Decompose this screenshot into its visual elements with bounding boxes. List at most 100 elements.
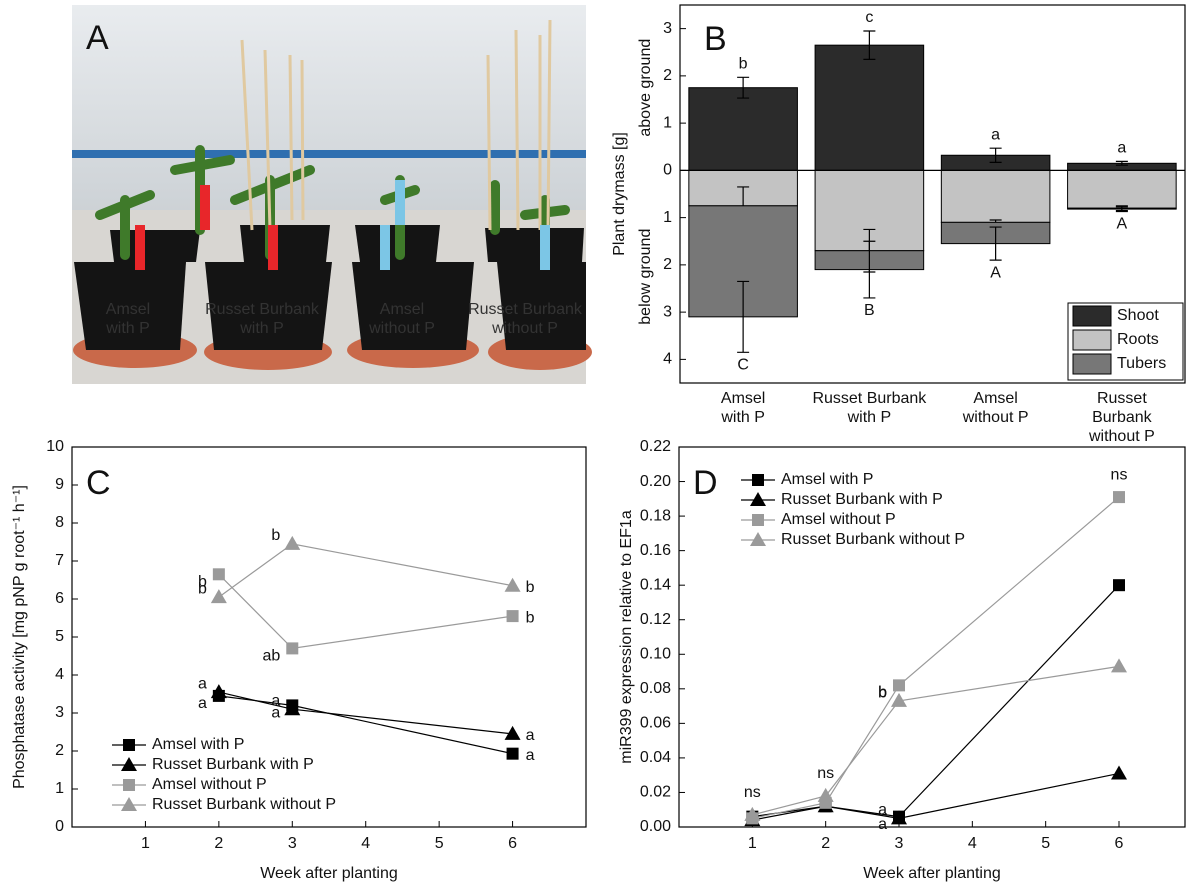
- data-point: [1113, 491, 1125, 504]
- photo-caption: Russet Burbank without P: [468, 301, 582, 337]
- x-tick-label: 4: [968, 835, 977, 852]
- y-axis-title: Phosphatase activity [mg pNP g root⁻¹ h⁻…: [11, 485, 28, 789]
- y-axis-title: miR399 expression relative to EF1a: [618, 510, 635, 764]
- bar-segment: [1067, 169, 1177, 209]
- significance-letter: c: [865, 9, 873, 26]
- data-point: [210, 684, 227, 699]
- data-point: [506, 610, 519, 623]
- error-bar: [737, 280, 750, 353]
- x-tick-label: 4: [361, 835, 370, 852]
- significance-letter: A: [990, 264, 1001, 281]
- significance-letter: a: [198, 675, 207, 692]
- y-tick-label: 10: [46, 438, 64, 455]
- series-line: [218, 543, 513, 598]
- legend-marker: [121, 757, 137, 771]
- x-tick-label: 1: [748, 835, 757, 852]
- legend-label: Russet Burbank with P: [152, 756, 314, 773]
- panel-label: B: [704, 20, 727, 58]
- legend-marker: [750, 492, 766, 506]
- significance-letter: A: [1117, 216, 1128, 233]
- y-tick-label: 1: [55, 780, 64, 797]
- legend-marker: [752, 474, 764, 486]
- series-line: [752, 496, 1120, 819]
- plot-frame: [679, 4, 1186, 384]
- error-bar: [863, 30, 876, 60]
- series-line: [752, 772, 1120, 821]
- legend-marker: [752, 514, 764, 526]
- y-tick-label: 0.10: [640, 645, 671, 662]
- significance-letter: a: [878, 802, 887, 819]
- data-point: [891, 692, 907, 707]
- y-axis-subtitle: below ground: [637, 229, 654, 325]
- significance-letter: a: [271, 705, 280, 722]
- y-tick-label: 0: [55, 818, 64, 835]
- panel-label: D: [693, 464, 718, 502]
- series-line: [218, 573, 513, 650]
- legend-label: Roots: [1117, 331, 1159, 348]
- significance-letter: b: [878, 684, 887, 701]
- legend-label: Tubers: [1117, 355, 1166, 372]
- plot-frame: [678, 446, 1186, 828]
- y-tick-label: 4: [663, 351, 672, 368]
- legend-label: Russet Burbank without P: [781, 531, 965, 548]
- x-tick-label: 3: [895, 835, 904, 852]
- legend-label: Amsel with P: [152, 736, 244, 753]
- y-tick-label: 0.06: [640, 715, 671, 732]
- pots: [74, 225, 586, 350]
- y-tick-label: 3: [663, 20, 672, 37]
- group-label: ns: [744, 784, 761, 801]
- series-line: [218, 695, 513, 755]
- x-tick-label: 2: [214, 835, 223, 852]
- y-tick-label: 5: [55, 628, 64, 645]
- photo-caption: Amsel without P: [369, 301, 435, 337]
- y-tick-label: 1: [663, 114, 672, 131]
- y-tick-label: 0.18: [640, 507, 671, 524]
- stakes: [240, 19, 552, 231]
- data-point: [744, 806, 761, 821]
- legend-label: Russet Burbank with P: [781, 491, 943, 508]
- error-bar: [989, 147, 1002, 163]
- group-label: ns: [1111, 466, 1128, 483]
- y-tick-label: 2: [663, 256, 672, 273]
- bar-segment: [688, 87, 798, 171]
- x-tick-label: 2: [821, 835, 830, 852]
- significance-letter: a: [271, 692, 280, 709]
- significance-letter: b: [198, 574, 207, 591]
- significance-letter: a: [878, 816, 887, 833]
- x-tick-label: Russet Burbank without P: [1088, 390, 1155, 445]
- data-point: [504, 577, 521, 592]
- legend-marker: [750, 532, 766, 546]
- data-point: [212, 568, 225, 581]
- significance-letter: b: [526, 579, 535, 596]
- legend-marker: [123, 779, 135, 791]
- panel-label: A: [86, 19, 109, 57]
- y-tick-label: 0.08: [640, 680, 671, 697]
- error-bar: [737, 76, 750, 99]
- significance-letter: C: [737, 357, 749, 374]
- legend-swatch: [1072, 305, 1112, 327]
- y-tick-label: 2: [663, 67, 672, 84]
- x-tick-label: 1: [141, 835, 150, 852]
- y-tick-label: 1: [663, 209, 672, 226]
- y-tick-label: 8: [55, 514, 64, 531]
- x-tick-label: 3: [288, 835, 297, 852]
- x-tick-label: Amsel without P: [962, 390, 1029, 426]
- data-point: [210, 589, 227, 604]
- x-tick-label: Amsel with P: [720, 390, 766, 426]
- y-tick-label: 3: [55, 704, 64, 721]
- panel-label: C: [86, 464, 111, 502]
- legend-swatch: [1072, 329, 1112, 351]
- y-tick-label: 0.16: [640, 542, 671, 559]
- y-axis-title: Plant drymass [g]: [611, 132, 628, 256]
- significance-letter: ab: [262, 648, 280, 665]
- significance-letter: b: [198, 580, 207, 597]
- error-bar: [863, 240, 876, 299]
- y-tick-label: 0.02: [640, 784, 671, 801]
- bar-segment: [940, 169, 1051, 223]
- y-tick-label: 0.12: [640, 611, 671, 628]
- y-tick-label: 4: [55, 666, 64, 683]
- data-point: [506, 747, 519, 760]
- legend-marker: [123, 739, 135, 751]
